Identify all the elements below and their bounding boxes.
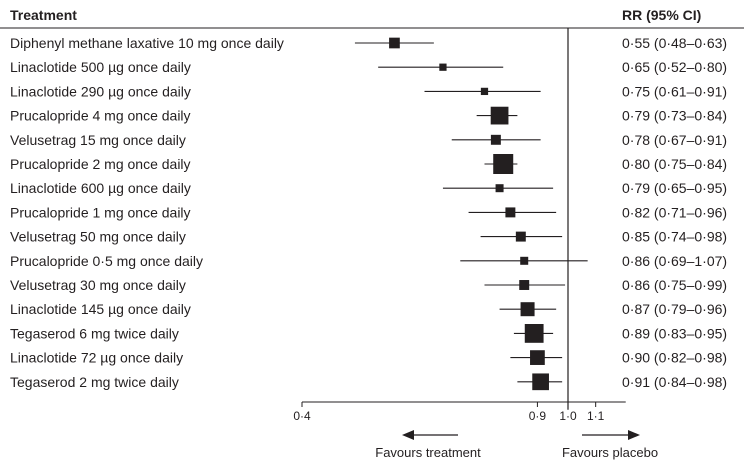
treatment-column-header: Treatment <box>10 7 77 23</box>
favours-placebo-label: Favours placebo <box>562 445 658 460</box>
treatment-label: Tegaserod 6 mg twice daily <box>10 325 179 341</box>
rr-ci-value: 0·86 (0·75–0·99) <box>622 277 727 293</box>
treatment-label: Diphenyl methane laxative 10 mg once dai… <box>10 35 284 51</box>
rr-ci-value: 0·55 (0·48–0·63) <box>622 35 727 51</box>
point-estimate-marker <box>515 231 526 242</box>
forest-row: Prucalopride 4 mg once daily 0·79 (0·73–0… <box>10 106 727 125</box>
rows-layer: Diphenyl methane laxative 10 mg once dai… <box>10 28 727 410</box>
rr-ci-value: 0·85 (0·74–0·98) <box>622 229 727 245</box>
point-estimate-marker <box>480 87 489 96</box>
rr-ci-value: 0·91 (0·84–0·98) <box>622 374 727 390</box>
forest-row: Tegaserod 2 mg twice daily 0·91 (0·84–0·9… <box>10 373 727 391</box>
forest-row: Linaclotide 145 µg once daily 0·87 (0·79–… <box>10 301 727 317</box>
rr-ci-value: 0·79 (0·73–0·84) <box>622 108 727 124</box>
forest-row: Linaclotide 72 µg once daily 0·90 (0·82–0… <box>10 350 727 366</box>
rr-ci-value: 0·79 (0·65–0·95) <box>622 180 727 196</box>
favours-treatment-arrowhead <box>402 430 414 440</box>
point-estimate-marker <box>495 184 504 193</box>
rr-ci-value: 0·82 (0·71–0·96) <box>622 204 727 220</box>
point-estimate-marker <box>490 106 509 125</box>
forest-row: Prucalopride 2 mg once daily 0·80 (0·75–0… <box>10 154 727 174</box>
point-estimate-marker <box>493 154 514 174</box>
rr-ci-value: 0·80 (0·75–0·84) <box>622 156 727 172</box>
rr-ci-value: 0·87 (0·79–0·96) <box>622 301 727 317</box>
favours-placebo-arrowhead <box>628 430 640 440</box>
rr-ci-value: 0·78 (0·67–0·91) <box>622 132 727 148</box>
treatment-label: Prucalopride 0·5 mg once daily <box>10 253 203 269</box>
forest-row: Diphenyl methane laxative 10 mg once dai… <box>10 35 727 51</box>
treatment-label: Prucalopride 1 mg once daily <box>10 204 191 220</box>
rr-column-header: RR (95% CI) <box>622 7 701 23</box>
point-estimate-marker <box>505 207 516 218</box>
rr-ci-value: 0·89 (0·83–0·95) <box>622 325 727 341</box>
point-estimate-marker <box>439 63 447 71</box>
treatment-label: Linaclotide 600 µg once daily <box>10 180 191 196</box>
forest-row: Velusetrag 15 mg once daily 0·78 (0·67–0·… <box>10 132 727 148</box>
point-estimate-marker <box>389 37 400 49</box>
x-tick-label: 0·9 <box>529 409 547 423</box>
forest-row: Velusetrag 50 mg once daily 0·85 (0·74–0·… <box>10 229 727 245</box>
x-axis: 0·4 0·9 1·0 1·1 <box>293 401 626 423</box>
treatment-label: Linaclotide 145 µg once daily <box>10 301 191 317</box>
treatment-label: Velusetrag 30 mg once daily <box>10 277 186 293</box>
forest-row: Linaclotide 290 µg once daily 0·75 (0·61–… <box>10 83 727 99</box>
forest-row: Prucalopride 0·5 mg once daily 0·86 (0·69… <box>10 253 727 269</box>
rr-ci-value: 0·90 (0·82–0·98) <box>622 350 727 366</box>
favours-annotations: Favours treatment Favours placebo <box>375 430 658 460</box>
favours-treatment-label: Favours treatment <box>375 445 481 460</box>
x-tick-label: 0·4 <box>293 409 311 423</box>
point-estimate-marker <box>520 302 535 317</box>
treatment-label: Linaclotide 72 µg once daily <box>10 350 183 366</box>
point-estimate-marker <box>520 256 529 265</box>
point-estimate-marker <box>530 350 545 365</box>
x-tick-label: 1·0 <box>559 409 577 423</box>
point-estimate-marker <box>490 134 501 145</box>
treatment-label: Prucalopride 4 mg once daily <box>10 108 191 124</box>
forest-row: Tegaserod 6 mg twice daily 0·89 (0·83–0·9… <box>10 324 727 343</box>
rr-ci-value: 0·75 (0·61–0·91) <box>622 83 727 99</box>
treatment-label: Prucalopride 2 mg once daily <box>10 156 191 172</box>
forest-row: Linaclotide 500 µg once daily 0·65 (0·52–… <box>10 59 727 75</box>
treatment-label: Tegaserod 2 mg twice daily <box>10 374 179 390</box>
treatment-label: Linaclotide 290 µg once daily <box>10 83 191 99</box>
treatment-label: Linaclotide 500 µg once daily <box>10 59 191 75</box>
treatment-label: Velusetrag 15 mg once daily <box>10 132 186 148</box>
point-estimate-marker <box>532 373 549 391</box>
forest-row: Velusetrag 30 mg once daily 0·86 (0·75–0·… <box>10 277 727 293</box>
treatment-label: Velusetrag 50 mg once daily <box>10 229 186 245</box>
x-tick-label: 1·1 <box>587 409 605 423</box>
rr-ci-value: 0·65 (0·52–0·80) <box>622 59 727 75</box>
point-estimate-marker <box>519 280 530 290</box>
point-estimate-marker <box>524 324 544 343</box>
forest-row: Prucalopride 1 mg once daily 0·82 (0·71–0… <box>10 204 727 220</box>
rr-ci-value: 0·86 (0·69–1·07) <box>622 253 727 269</box>
forest-row: Linaclotide 600 µg once daily 0·79 (0·65–… <box>10 180 727 196</box>
